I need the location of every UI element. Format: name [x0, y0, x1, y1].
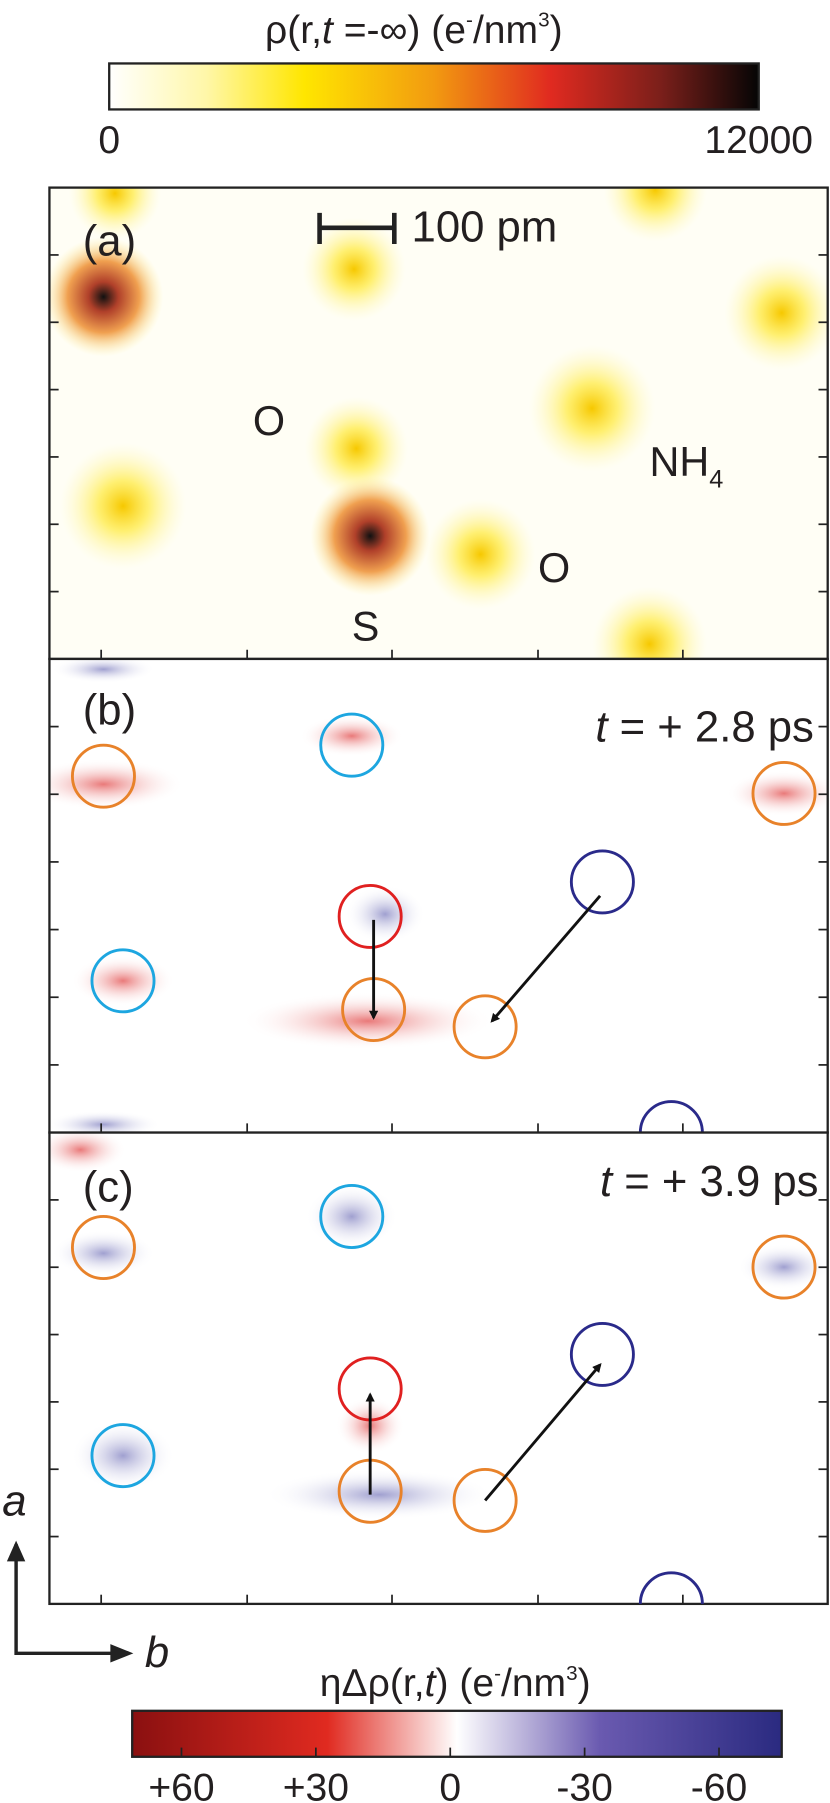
colorbar: [131, 1709, 783, 1758]
frame-ticks: [49, 254, 828, 1604]
time-label: t = + 2.8 ps: [595, 703, 814, 752]
colorbar-tick-label: +30: [283, 1766, 349, 1803]
colorbar-tick-label: -60: [691, 1766, 747, 1803]
markers: [70, 1184, 817, 1604]
colorbar-label: ηΔρ(r,t) (e-/nm3): [320, 1662, 591, 1705]
panel-label: (b): [83, 685, 136, 734]
ion-label: NH4: [650, 439, 724, 493]
colorbar-tick-label: +60: [148, 1766, 214, 1803]
colorbar: [108, 62, 760, 111]
panel-label: (c): [83, 1163, 134, 1212]
axis-label: a: [2, 1476, 26, 1525]
time-label: t = + 3.9 ps: [600, 1157, 819, 1206]
axis-label: b: [145, 1628, 169, 1677]
axis-arrows: [14, 1544, 127, 1656]
atom-label: O: [253, 398, 285, 444]
markers: [70, 712, 817, 1133]
colorbar-tick-label: -30: [556, 1766, 612, 1803]
difference-map: [49, 658, 828, 1133]
arrowheads: [6, 1540, 134, 1663]
panel-label: (a): [83, 216, 136, 265]
colorbar-tick-label: 0: [98, 119, 120, 162]
scale-bar: [317, 212, 397, 244]
scale-label: 100 pm: [412, 203, 558, 252]
colorbar-tick-label: 12000: [704, 119, 813, 162]
density-map: [49, 187, 828, 659]
atom-label: S: [352, 604, 380, 650]
colorbar-label: ρ(r,t =-∞) (e-/nm3): [265, 9, 563, 52]
panel-frame: [48, 1131, 829, 1606]
colorbar-tick-label: 0: [439, 1766, 461, 1803]
atom-label: O: [538, 545, 570, 591]
